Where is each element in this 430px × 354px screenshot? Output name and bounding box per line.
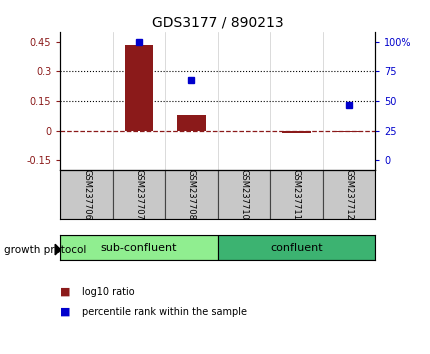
Bar: [165, 170, 217, 219]
Bar: [113, 170, 165, 219]
Title: GDS3177 / 890213: GDS3177 / 890213: [151, 15, 283, 29]
Text: GSM237708: GSM237708: [187, 169, 196, 220]
Text: ■: ■: [60, 307, 71, 316]
Bar: [60, 170, 113, 219]
Bar: [217, 170, 270, 219]
Bar: [124, 45, 153, 131]
Text: GSM237712: GSM237712: [344, 169, 353, 220]
Text: GSM237710: GSM237710: [239, 169, 248, 220]
Text: log10 ratio: log10 ratio: [82, 287, 134, 297]
Bar: [60, 235, 217, 260]
Text: GSM237711: GSM237711: [291, 169, 300, 220]
Bar: [281, 131, 310, 133]
Polygon shape: [55, 244, 60, 255]
Bar: [177, 115, 206, 131]
Bar: [322, 170, 374, 219]
Text: percentile rank within the sample: percentile rank within the sample: [82, 307, 246, 316]
Text: ■: ■: [60, 287, 71, 297]
Bar: [270, 170, 322, 219]
Bar: [334, 131, 362, 132]
Text: GSM237706: GSM237706: [82, 169, 91, 220]
Text: confluent: confluent: [269, 243, 322, 253]
Bar: [217, 235, 374, 260]
Text: sub-confluent: sub-confluent: [101, 243, 177, 253]
Text: GSM237707: GSM237707: [134, 169, 143, 220]
Text: growth protocol: growth protocol: [4, 245, 86, 255]
